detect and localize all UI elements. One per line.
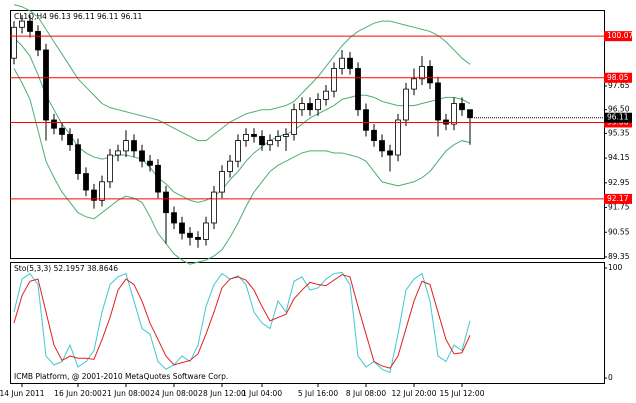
candle-body — [203, 222, 209, 240]
candle-body — [411, 78, 417, 90]
candle-body — [419, 66, 425, 80]
candle-body — [355, 68, 361, 111]
candle-body — [219, 171, 225, 193]
candle-body — [59, 127, 65, 135]
candle-body — [235, 140, 241, 162]
candle-body — [131, 140, 137, 152]
candle-body — [435, 82, 441, 121]
candle-body — [99, 181, 105, 201]
candle-body — [11, 26, 17, 59]
stochastic-line — [13, 271, 471, 374]
y-tick-label: 94.15 — [608, 153, 630, 162]
current-price-label: 96.11 — [607, 113, 629, 122]
y-tick-label: 0 — [608, 373, 613, 382]
candle-body — [403, 88, 409, 121]
x-tick-label: 14 Jun 2011 — [0, 389, 45, 398]
candle-body — [155, 164, 161, 193]
candle-body — [387, 150, 393, 156]
candle-body — [379, 140, 385, 152]
y-tick-label: 96.50 — [608, 105, 630, 114]
candle-body — [451, 103, 457, 125]
candle-body — [283, 134, 289, 137]
price-tag-label: 100.07 — [607, 31, 633, 40]
candle-body — [267, 140, 273, 146]
bollinger-band — [13, 37, 471, 203]
candle-body — [19, 20, 25, 28]
candle-body — [323, 90, 329, 100]
candle-body — [107, 154, 113, 183]
y-tick-label: 90.55 — [608, 227, 630, 236]
y-tick-label: 91.75 — [608, 203, 630, 212]
candle-body — [339, 57, 345, 69]
candle-body — [27, 20, 33, 32]
bollinger-band — [13, 4, 471, 142]
indicator-panel — [10, 262, 605, 384]
candle-body — [371, 129, 377, 141]
candle-body — [427, 66, 433, 84]
candle-body — [227, 160, 233, 172]
candle-body — [347, 57, 353, 69]
candle-body — [147, 160, 153, 166]
candle-body — [467, 109, 473, 119]
x-tick-label: 12 Jul 20:00 — [392, 389, 437, 398]
x-tick-label: 15 Jul 12:00 — [440, 389, 485, 398]
copyright: ICMB Platform, @ 2001-2010 MetaQuotes So… — [14, 372, 228, 381]
x-tick-label: 8 Jul 08:00 — [346, 389, 386, 398]
price-tag — [604, 193, 632, 204]
candle-body — [275, 136, 281, 141]
candle-body — [91, 189, 97, 201]
candle-body — [331, 68, 337, 92]
candle-body — [243, 134, 249, 141]
main-panel — [10, 10, 605, 259]
candle-body — [171, 212, 177, 224]
candle-body — [307, 103, 313, 111]
candle-body — [299, 103, 305, 111]
price-tag — [604, 72, 632, 83]
x-tick-label: 5 Jul 16:00 — [298, 389, 338, 398]
y-tick-label: 95.35 — [608, 128, 630, 137]
candle-body — [459, 103, 465, 111]
price-tag-label: 92.17 — [607, 194, 629, 203]
candle-body — [139, 150, 145, 162]
candle-body — [179, 222, 185, 234]
stochastic-line — [13, 274, 471, 369]
x-tick-label: 16 Jun 20:00 — [54, 389, 102, 398]
x-tick-label: 1 Jul 04:00 — [242, 389, 282, 398]
indicator-title: Sto(5,3,3) 52.1957 38.8646 — [14, 264, 118, 273]
candle-body — [163, 191, 169, 214]
candle-body — [195, 237, 201, 240]
candle-body — [123, 140, 129, 152]
x-tick-label: 28 Jun 12:00 — [198, 389, 246, 398]
candle-body — [395, 119, 401, 156]
candle-body — [43, 49, 49, 121]
price-tag-label: 98.05 — [607, 73, 629, 82]
y-tick-label: 100 — [608, 263, 623, 272]
candle-body — [259, 136, 265, 146]
candle-body — [67, 134, 73, 146]
x-tick-label: 24 Jun 08:00 — [150, 389, 198, 398]
candle-body — [315, 98, 321, 111]
y-tick-label: 89.35 — [608, 252, 630, 261]
candle-body — [115, 150, 121, 156]
current-price-tag — [604, 112, 632, 123]
price-tag — [604, 31, 632, 42]
candle-body — [83, 173, 89, 191]
candle-body — [187, 232, 193, 238]
candle-body — [75, 144, 81, 174]
chart-title: CL1Q,H4 96.13 96.11 96.11 96.11 — [14, 12, 143, 21]
y-tick-label: 97.65 — [608, 81, 630, 90]
bollinger-band — [13, 68, 471, 265]
candle-body — [363, 109, 369, 131]
y-tick-label: 92.95 — [608, 178, 630, 187]
candle-body — [211, 191, 217, 224]
candle-body — [51, 119, 57, 129]
candle-body — [251, 134, 257, 137]
candle-body — [35, 31, 41, 51]
x-tick-label: 21 Jun 08:00 — [102, 389, 150, 398]
